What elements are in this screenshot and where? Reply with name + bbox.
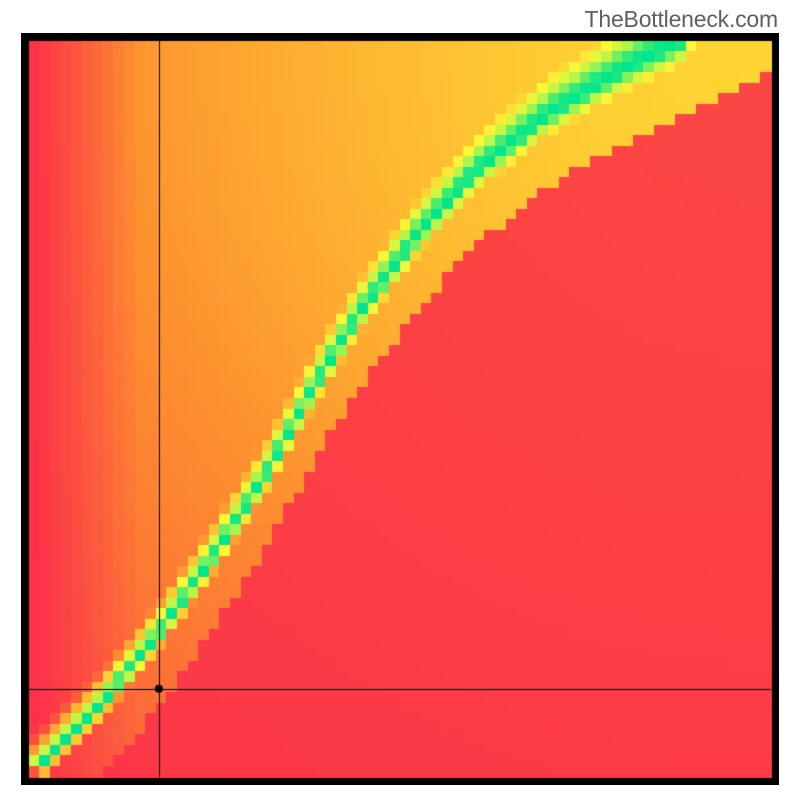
heatmap-plot-area [21, 33, 779, 785]
watermark-text: TheBottleneck.com [585, 6, 778, 33]
heatmap-canvas [21, 33, 779, 785]
